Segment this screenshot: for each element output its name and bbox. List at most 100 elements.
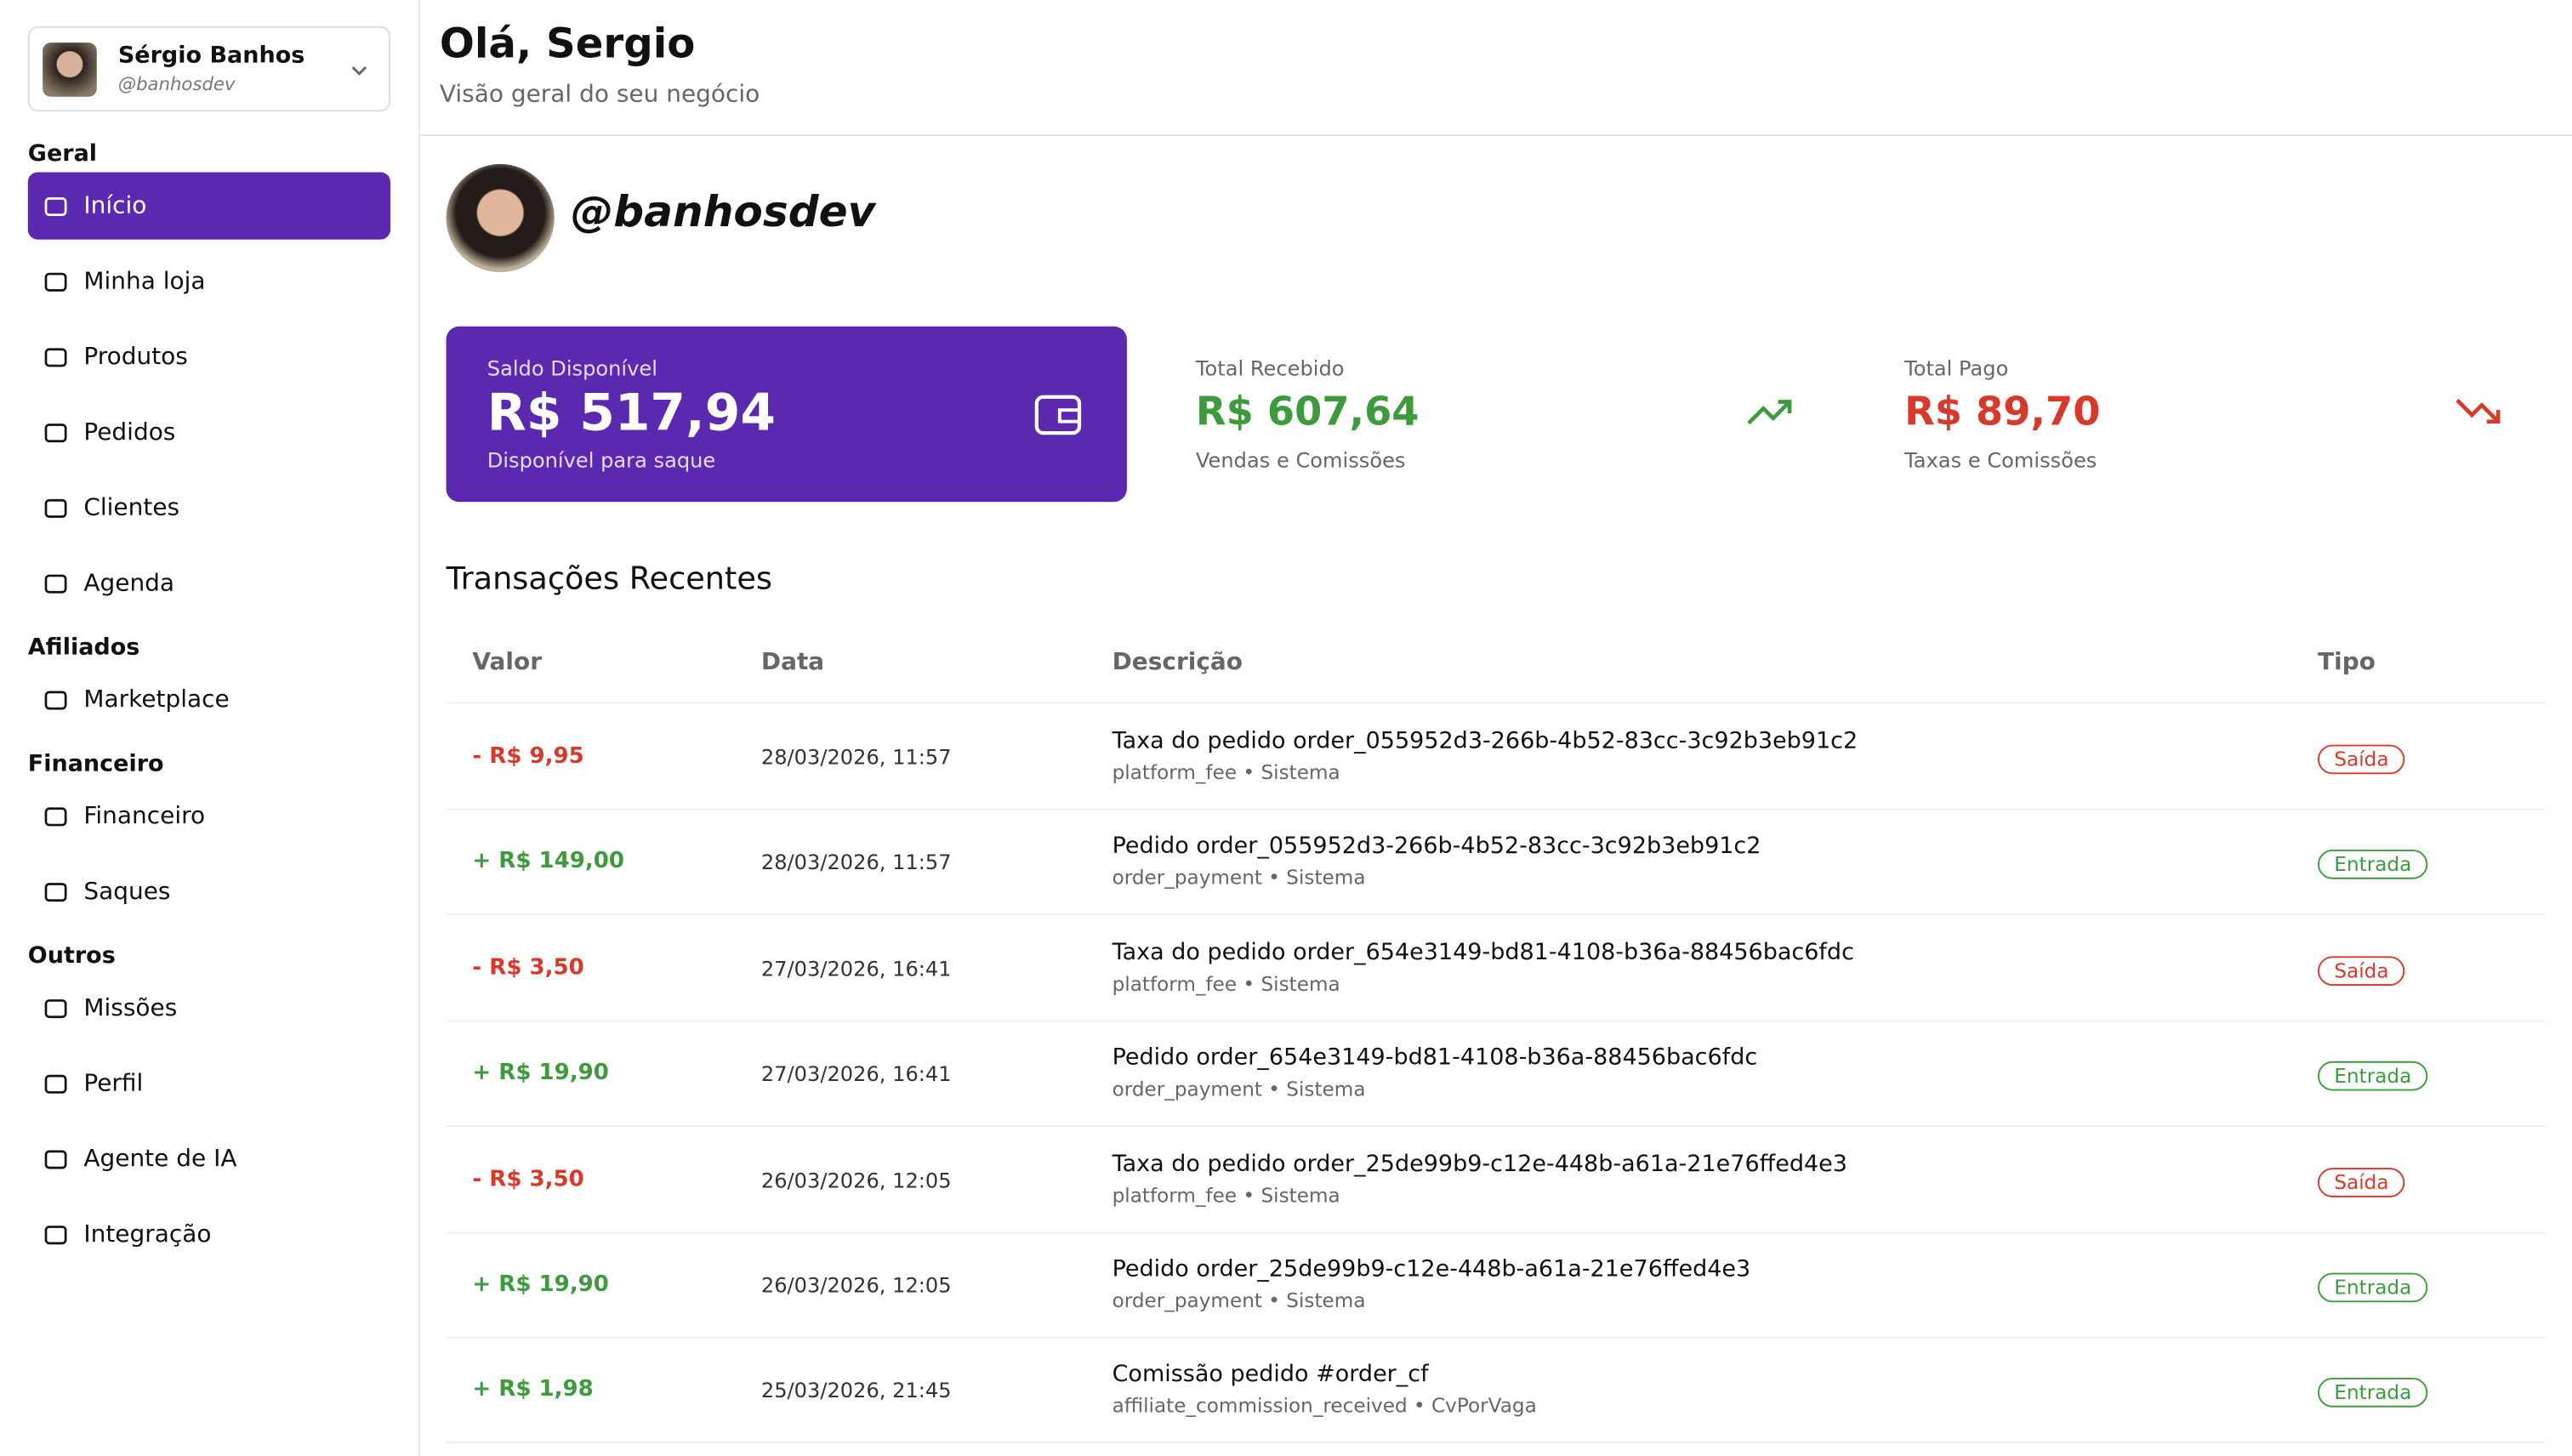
nav-item[interactable]: Pedidos — [28, 399, 390, 466]
nav-icon — [44, 1225, 67, 1244]
nav-label: Início — [83, 192, 147, 219]
stat-value: R$ 517,94 — [487, 384, 776, 443]
description: Comissão pedido #order_cf — [1112, 1362, 1429, 1389]
table-row: + R$ 19,90 27/03/2026, 16:41 Pedido order_… — [446, 1021, 2546, 1128]
type-tag: Entrada — [2318, 1058, 2428, 1091]
description: Taxa do pedido order_055952d3-266b-4b52-… — [1112, 728, 1858, 755]
table-row: - R$ 9,95 28/03/2026, 11:57 Taxa do pedido… — [446, 703, 2546, 810]
source: platform_fee • Sistema — [1112, 1183, 1340, 1207]
source: order_payment • Sistema — [1112, 1288, 1366, 1312]
table-row: - R$ 3,50 26/03/2026, 12:05 Taxa do pedido… — [446, 1126, 2546, 1233]
table-title: Transações Recentes — [446, 560, 772, 597]
table-row: + R$ 1,98 25/03/2026, 21:45 Comissão pedid… — [446, 1338, 2546, 1444]
nav-icon — [44, 498, 67, 517]
nav-item[interactable]: Marketplace — [28, 666, 390, 733]
description: Pedido order_055952d3-266b-4b52-83cc-3c9… — [1112, 833, 1761, 861]
nav-item[interactable]: Produtos — [28, 323, 390, 390]
stat-card: Total Pago R$ 89,70 Taxas e Comissões — [1904, 327, 2528, 502]
nav-icon — [44, 423, 67, 442]
nav-item[interactable]: Agente de IA — [28, 1125, 390, 1192]
stat-label: Total Recebido — [1195, 355, 1345, 381]
source: order_payment • Sistema — [1112, 1078, 1366, 1101]
nav-icon — [44, 1073, 67, 1093]
type-label: Entrada — [2318, 1378, 2428, 1408]
nav-icon — [44, 1149, 67, 1169]
nav-label: Minha loja — [83, 268, 206, 295]
stat-card: Total Recebido R$ 607,64 Vendas e Comissõe… — [1196, 327, 1819, 502]
chevron — [351, 66, 367, 76]
column-header: Tipo — [2318, 649, 2376, 676]
nav-icon — [44, 196, 67, 216]
nav-label: Integração — [83, 1220, 212, 1248]
nav-icon — [44, 347, 67, 367]
stat-icon — [2454, 392, 2503, 438]
nav-section-title: Outros — [27, 942, 116, 970]
table-row: + R$ 149,00 28/03/2026, 11:57 Pedido order… — [446, 810, 2546, 916]
nav-label: Missões — [83, 994, 178, 1021]
type-label: Entrada — [2318, 1272, 2428, 1303]
main: Olá, Sergio Visão geral do seu negócio @… — [419, 0, 2572, 1456]
nav-section-title: Afiliados — [27, 634, 140, 662]
amount: + R$ 19,90 — [472, 1271, 609, 1298]
date: 25/03/2026, 21:45 — [760, 1378, 952, 1403]
column-header: Descrição — [1112, 649, 1243, 676]
description: Pedido order_654e3149-bd81-4108-b36a-884… — [1112, 1044, 1758, 1072]
nav-item[interactable]: Clientes — [28, 474, 390, 541]
date: 26/03/2026, 12:05 — [760, 1272, 952, 1298]
amount: + R$ 149,00 — [472, 848, 625, 875]
nav-item[interactable]: Financeiro — [28, 782, 390, 850]
date: 26/03/2026, 12:05 — [760, 1167, 952, 1192]
nav-icon — [44, 573, 67, 593]
nav-item[interactable]: Agenda — [28, 549, 390, 617]
nav-section-title: Financeiro — [27, 751, 164, 778]
source: platform_fee • Sistema — [1112, 760, 1340, 784]
type-tag: Entrada — [2318, 847, 2428, 880]
description: Pedido order_25de99b9-c12e-448b-a61a-21e… — [1112, 1256, 1751, 1283]
nav-section-title: Geral — [27, 140, 98, 168]
divider — [419, 134, 2572, 137]
user-handle: @banhosdev — [117, 73, 236, 95]
nav-item[interactable]: Integração — [28, 1201, 390, 1268]
stat-icon — [1033, 392, 1083, 445]
amount: - R$ 3,50 — [472, 1165, 584, 1192]
nav-item[interactable]: Minha loja — [28, 247, 390, 315]
user-name: Sérgio Banhos — [117, 43, 305, 69]
type-label: Saída — [2318, 1167, 2405, 1197]
stat-value: R$ 607,64 — [1195, 389, 1420, 435]
nav-icon — [44, 806, 67, 826]
profile-avatar — [446, 163, 555, 273]
nav-label: Clientes — [83, 494, 180, 521]
page-subtitle: Visão geral do seu negócio — [439, 82, 760, 109]
nav-item[interactable]: Início — [27, 172, 390, 240]
source: platform_fee • Sistema — [1112, 972, 1340, 996]
amount: + R$ 1,98 — [472, 1376, 594, 1403]
date: 28/03/2026, 11:57 — [760, 744, 952, 770]
date: 28/03/2026, 11:57 — [760, 850, 952, 875]
nav-item[interactable]: Perfil — [28, 1049, 390, 1117]
description: Taxa do pedido order_25de99b9-c12e-448b-… — [1112, 1151, 1847, 1177]
stat-card: Saldo Disponível R$ 517,94 Disponível para… — [446, 326, 1127, 503]
sidebar: Sérgio Banhos @banhosdev Geral Início Minh… — [0, 0, 420, 1456]
type-label: Entrada — [2318, 1061, 2428, 1091]
type-tag: Saída — [2318, 1164, 2405, 1197]
type-label: Entrada — [2318, 850, 2428, 880]
user-switcher[interactable]: Sérgio Banhos @banhosdev — [27, 26, 390, 112]
nav-label: Marketplace — [83, 686, 230, 713]
nav-label: Agenda — [83, 570, 175, 597]
avatar — [43, 43, 97, 97]
nav-item[interactable]: Saques — [28, 858, 390, 925]
nav-icon — [44, 998, 67, 1018]
table-row: + R$ 19,90 26/03/2026, 12:05 Pedido order_… — [446, 1231, 2546, 1339]
type-tag: Saída — [2318, 953, 2405, 986]
nav-label: Saques — [83, 878, 171, 905]
stat-note: Vendas e Comissões — [1195, 447, 1406, 473]
nav-label: Perfil — [83, 1070, 144, 1097]
amount: - R$ 9,95 — [472, 742, 584, 770]
date: 27/03/2026, 16:41 — [760, 955, 952, 981]
page-title: Olá, Sergio — [439, 20, 696, 68]
amount: - R$ 3,50 — [472, 954, 584, 981]
nav-label: Agente de IA — [83, 1146, 237, 1172]
nav-item[interactable]: Missões — [28, 975, 390, 1042]
stat-note: Disponível para saque — [487, 447, 716, 473]
